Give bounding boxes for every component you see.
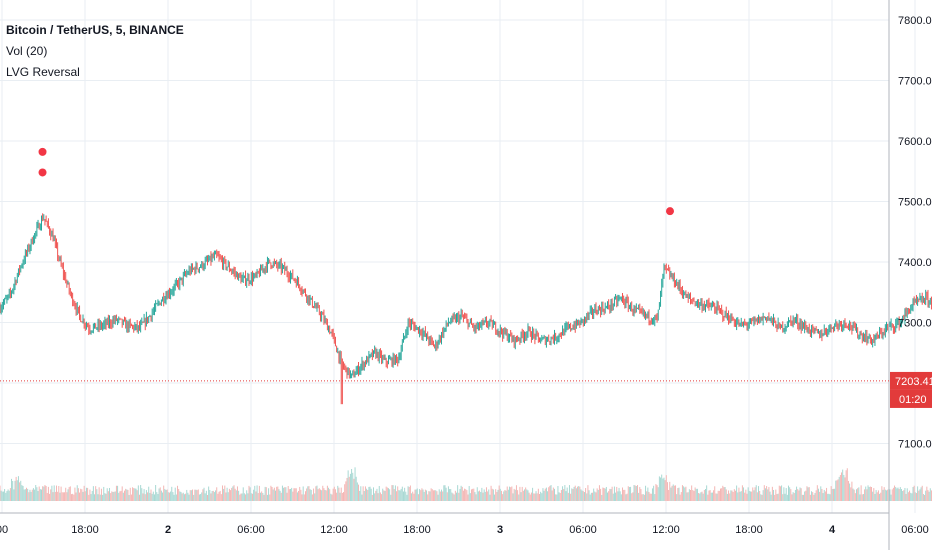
time-tick-label: 06:00: [237, 524, 265, 536]
legend-volume[interactable]: Vol (20): [6, 44, 48, 58]
sell-signal-marker: [38, 147, 47, 156]
current-price-label: 7203.41: [895, 376, 932, 388]
price-tick-label: 7500.00: [898, 197, 932, 209]
candles: [0, 213, 932, 405]
grid: [0, 0, 916, 513]
time-tick-label: 18:00: [735, 524, 763, 536]
price-tick-label: 7100.00: [898, 439, 932, 451]
time-tick-label: 3: [497, 524, 503, 536]
time-tick-label: 06:00: [569, 524, 597, 536]
time-tick-label: 00: [0, 524, 8, 536]
time-tick-label: 18:00: [71, 524, 99, 536]
time-tick-label: 2: [165, 524, 171, 536]
signal-markers: [38, 147, 674, 216]
legend-symbol[interactable]: Bitcoin / TetherUS, 5, BINANCE: [6, 23, 184, 37]
price-tick-label: 7700.00: [898, 76, 932, 88]
time-tick-label: 4: [829, 524, 836, 536]
volume-bars: [0, 467, 932, 501]
price-tick-label: 7800.00: [898, 15, 932, 27]
legend-indicator[interactable]: LVG Reversal: [6, 65, 80, 79]
sell-signal-marker: [38, 168, 47, 177]
countdown-badge: [890, 389, 932, 408]
time-tick-label: 06:00: [901, 524, 929, 536]
price-tick-label: 7400.00: [898, 257, 932, 269]
legend: Bitcoin / TetherUS, 5, BINANCE Vol (20) …: [6, 20, 184, 83]
time-tick-label: 12:00: [320, 524, 348, 536]
time-tick-label: 18:00: [403, 524, 431, 536]
sell-signal-marker: [666, 207, 674, 216]
time-tick-label: 12:00: [652, 524, 680, 536]
countdown-label: 01:20: [899, 394, 927, 406]
price-tick-label: 7300.00: [898, 318, 932, 330]
current-price-badge: [890, 371, 932, 390]
price-tick-label: 7600.00: [898, 136, 932, 148]
